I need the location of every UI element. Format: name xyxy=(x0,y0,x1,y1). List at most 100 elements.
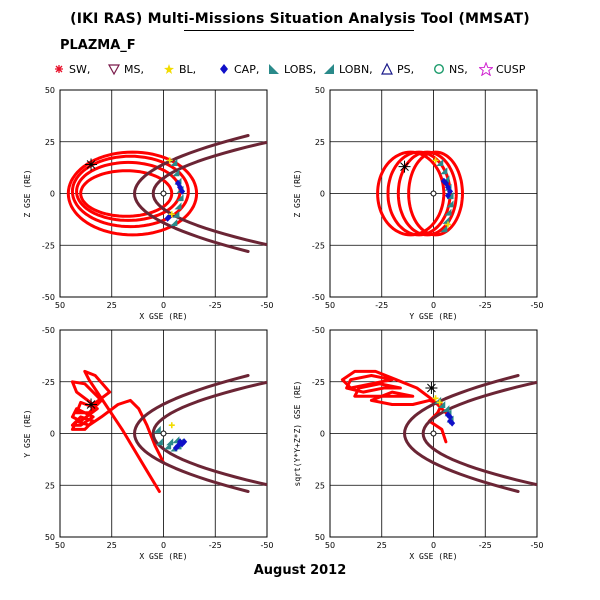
x-tick-label: -25 xyxy=(209,301,222,310)
y-tick-label: 25 xyxy=(45,481,55,490)
x-tick-label: -50 xyxy=(530,541,543,550)
x-tick-label: -25 xyxy=(479,301,492,310)
cap-marker xyxy=(164,214,171,222)
spacecraft-marker xyxy=(85,398,98,411)
lobe-marker xyxy=(153,425,161,433)
y-tick-label: -25 xyxy=(42,378,55,387)
cap-marker xyxy=(181,438,188,446)
legend-marker-icon xyxy=(322,62,336,76)
mission-name: PLAZMA_F xyxy=(60,38,136,53)
x-tick-label: -25 xyxy=(375,301,388,310)
chart-bottom-right: 50 25 0 -25 -50 -50 -25 0 25 50 X GSE (RE) sqrt(Y*Y… xyxy=(293,326,544,561)
x-tick-label: -50 xyxy=(530,301,543,310)
x-tick-label: 25 xyxy=(107,301,117,310)
lobe-marker xyxy=(166,438,174,446)
orbit-track xyxy=(396,150,458,237)
y-tick-label: 0 xyxy=(320,190,325,199)
orbit-track xyxy=(70,154,190,229)
title-underline xyxy=(184,30,414,31)
y-tick-label: -50 xyxy=(312,326,325,335)
chart-bottom-left: 50 25 0 -25 -50 -50 -25 0 25 50 X GSE (RE) Y GSE (R… xyxy=(23,326,274,561)
x-tick-label: 50 xyxy=(325,541,335,550)
x-tick-label: -25 xyxy=(479,541,492,550)
x-tick-label: 25 xyxy=(107,541,117,550)
earth-origin xyxy=(430,430,437,437)
legend-item: PS, xyxy=(380,60,414,78)
date-caption: August 2012 xyxy=(253,563,347,578)
legend: SW, MS, BL, CAP, LOBS, LOBN, PS, NS, CUSP xyxy=(52,60,600,78)
cap-marker xyxy=(444,411,451,419)
lobe-marker xyxy=(440,225,448,233)
x-tick-label: 0 xyxy=(161,301,166,310)
y-tick-label: -25 xyxy=(42,241,55,250)
earth-origin xyxy=(160,190,167,197)
legend-marker-icon xyxy=(217,62,231,76)
magnetosphere-boundary xyxy=(151,140,267,247)
lobe-marker xyxy=(174,202,182,210)
x-tick-label: 50 xyxy=(55,301,65,310)
legend-marker-icon xyxy=(432,62,446,76)
y-tick-label: -50 xyxy=(312,293,325,302)
legend-marker-icon xyxy=(107,62,121,76)
y-tick-label: 0 xyxy=(50,190,55,199)
x-axis-label: X GSE (RE) xyxy=(139,312,187,321)
spacecraft-marker xyxy=(85,158,98,171)
y-tick-label: -50 xyxy=(42,326,55,335)
legend-item: LOBS, xyxy=(267,60,316,78)
legend-label: PS, xyxy=(397,62,415,76)
legend-item: SW, xyxy=(52,60,90,78)
magnetosphere-boundary xyxy=(403,374,520,493)
y-tick-label: 25 xyxy=(315,481,325,490)
bl-marker xyxy=(436,399,443,406)
earth-origin xyxy=(430,190,437,197)
y-tick-label: 25 xyxy=(45,138,55,147)
y-tick-label: -50 xyxy=(42,293,55,302)
bl-marker xyxy=(432,157,439,164)
lobe-marker xyxy=(438,401,446,409)
y-tick-label: 50 xyxy=(315,533,325,542)
legend-label: CAP, xyxy=(234,62,260,76)
lobe-marker xyxy=(440,167,448,175)
legend-marker-icon xyxy=(380,62,394,76)
y-tick-label: 50 xyxy=(315,86,325,95)
cap-marker xyxy=(440,177,447,185)
legend-item: CAP, xyxy=(217,60,259,78)
lobe-marker xyxy=(170,218,178,226)
orbit-track xyxy=(66,150,199,237)
magnetosphere-boundary xyxy=(421,380,537,487)
bl-marker xyxy=(444,221,451,228)
cap-marker xyxy=(174,179,181,187)
x-tick-label: -50 xyxy=(260,301,273,310)
legend-item: CUSP xyxy=(479,60,525,78)
legend-label: NS, xyxy=(449,62,468,76)
lobe-marker xyxy=(172,210,180,218)
y-tick-label: 50 xyxy=(45,533,55,542)
cap-marker xyxy=(172,444,179,452)
y-axis-label: Z GSE (RE) xyxy=(293,169,302,217)
lobe-marker xyxy=(442,405,450,413)
x-tick-label: 0 xyxy=(161,541,166,550)
legend-marker-icon xyxy=(52,62,66,76)
lobe-marker xyxy=(176,194,184,202)
cap-marker xyxy=(449,419,456,427)
x-axis-label: Y GSE (RE) xyxy=(409,312,457,321)
orbit-track xyxy=(70,369,165,493)
bl-marker xyxy=(168,422,175,429)
bl-marker xyxy=(168,211,175,218)
cap-marker xyxy=(444,192,451,200)
bl-marker xyxy=(166,157,173,164)
orbit-track xyxy=(340,369,452,444)
x-axis-label: X GSE (RE) xyxy=(139,552,187,561)
y-axis-label: sqrt(Y*Y+Z*Z) GSE (RE) xyxy=(293,381,302,487)
legend-marker-icon xyxy=(479,62,493,76)
x-tick-label: -25 xyxy=(209,541,222,550)
legend-label: SW, xyxy=(69,62,91,76)
legend-label: BL, xyxy=(179,62,197,76)
lobe-marker xyxy=(170,158,178,166)
x-tick-label: 50 xyxy=(55,541,65,550)
x-tick-label: -50 xyxy=(260,541,273,550)
lobe-marker xyxy=(446,200,454,208)
orbit-track xyxy=(79,169,174,218)
